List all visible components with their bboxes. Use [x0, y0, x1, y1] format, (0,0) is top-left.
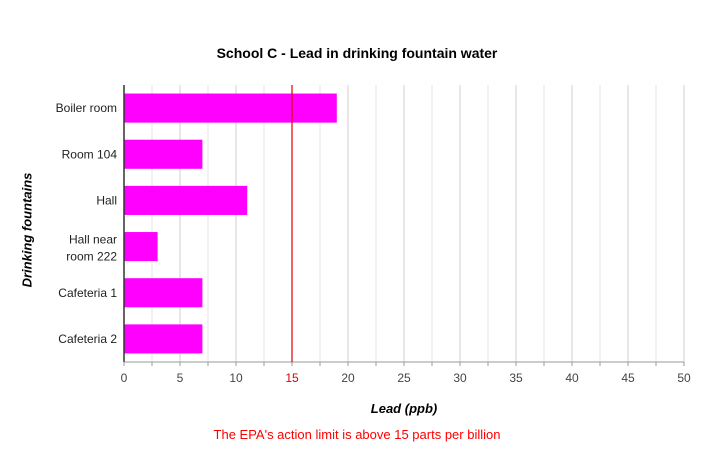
bar — [124, 324, 203, 354]
chart-title: School C - Lead in drinking fountain wat… — [216, 45, 498, 61]
y-tick-label: Boiler room — [56, 101, 117, 115]
y-axis-title: Drinking fountains — [19, 172, 35, 288]
y-tick-label: Cafeteria 1 — [58, 286, 117, 300]
x-tick-label: 0 — [121, 371, 128, 385]
x-tick-label: 25 — [397, 371, 411, 385]
x-tick-label: 50 — [677, 371, 691, 385]
bar — [124, 185, 248, 215]
x-tick-label: 20 — [341, 371, 355, 385]
epa-limit-note: The EPA's action limit is above 15 parts… — [213, 427, 501, 442]
x-tick-label: 10 — [229, 371, 243, 385]
bar — [124, 232, 158, 262]
x-tick-label: 15 — [285, 371, 299, 385]
y-tick-label: Hall — [96, 193, 117, 207]
x-tick-label: 45 — [621, 371, 635, 385]
x-tick-label: 35 — [509, 371, 523, 385]
y-tick-label: Cafeteria 2 — [58, 332, 117, 346]
x-tick-label: 5 — [177, 371, 184, 385]
bar — [124, 93, 337, 123]
x-axis-title: Lead (ppb) — [370, 401, 438, 416]
x-tick-label: 40 — [565, 371, 579, 385]
x-tick-label: 30 — [453, 371, 467, 385]
bar — [124, 278, 203, 308]
y-tick-label: Hall near room 222 — [66, 233, 117, 264]
y-tick-label: Room 104 — [62, 147, 118, 161]
bar — [124, 139, 203, 169]
